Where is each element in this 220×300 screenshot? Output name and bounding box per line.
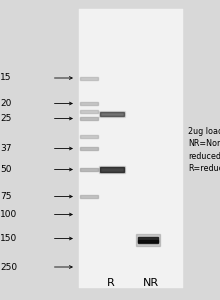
Bar bbox=[80, 76, 98, 80]
Bar bbox=[100, 167, 124, 172]
Bar bbox=[99, 111, 125, 117]
Text: 2ug loading
NR=Non-
reduced
R=reduced: 2ug loading NR=Non- reduced R=reduced bbox=[188, 127, 220, 173]
Text: R: R bbox=[107, 278, 115, 289]
Bar bbox=[80, 168, 98, 171]
Bar bbox=[99, 166, 125, 173]
Bar bbox=[80, 147, 98, 150]
Text: 15: 15 bbox=[0, 74, 11, 82]
Text: 37: 37 bbox=[0, 144, 11, 153]
Bar bbox=[80, 110, 98, 112]
Bar bbox=[79, 9, 183, 288]
Text: 100: 100 bbox=[0, 210, 17, 219]
Bar bbox=[136, 234, 160, 246]
Text: 150: 150 bbox=[0, 234, 17, 243]
Bar bbox=[80, 135, 98, 138]
Bar bbox=[138, 237, 158, 243]
Text: 75: 75 bbox=[0, 192, 11, 201]
Text: 250: 250 bbox=[0, 262, 17, 272]
Bar bbox=[80, 102, 98, 105]
Bar bbox=[80, 195, 98, 198]
Text: 25: 25 bbox=[0, 114, 11, 123]
Bar bbox=[138, 240, 158, 242]
Text: 20: 20 bbox=[0, 99, 11, 108]
Text: 50: 50 bbox=[0, 165, 11, 174]
Bar bbox=[100, 112, 124, 116]
Bar bbox=[80, 117, 98, 120]
Text: NR: NR bbox=[143, 278, 159, 289]
